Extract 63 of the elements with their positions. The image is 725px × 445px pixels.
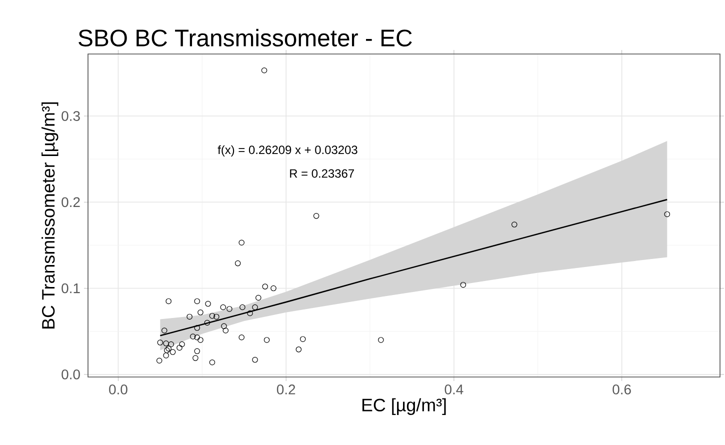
line-series	[160, 198, 668, 336]
point	[157, 340, 164, 346]
point	[198, 310, 204, 316]
point	[252, 304, 258, 310]
point	[220, 304, 226, 310]
point	[238, 334, 244, 340]
y-tick-label: 0.1	[62, 283, 80, 294]
point	[179, 341, 185, 348]
point	[194, 348, 200, 354]
x-tick-label: 0.6	[612, 384, 631, 394]
chart-title: SBO BC Transmissometer - EC	[78, 28, 412, 46]
point	[664, 211, 670, 218]
point	[163, 340, 169, 346]
point	[226, 306, 232, 312]
point	[156, 358, 162, 364]
point	[209, 359, 216, 366]
point	[209, 312, 216, 319]
point	[190, 334, 196, 340]
point	[214, 314, 220, 320]
point	[176, 344, 182, 351]
x-axis-title: EC [µg/m³]	[362, 398, 446, 415]
y-axis-title: BC Transmissometer [µg/m³]	[42, 102, 58, 328]
point	[164, 347, 170, 354]
x-tick-label: 0.2	[276, 384, 296, 394]
point	[296, 346, 302, 352]
annotation: R = 0.23367	[290, 169, 354, 178]
point	[234, 260, 241, 266]
point	[166, 298, 172, 304]
point	[238, 240, 244, 246]
point	[204, 320, 210, 326]
point	[163, 352, 169, 358]
annotation: f(x) = 0.26209 x + 0.03203	[218, 145, 358, 156]
point	[198, 337, 204, 343]
point	[221, 323, 227, 330]
point	[261, 67, 268, 74]
point	[240, 304, 246, 310]
point	[270, 285, 276, 292]
point	[247, 310, 253, 316]
point	[194, 334, 200, 340]
point	[255, 294, 262, 301]
x-tick-label: 0.4	[444, 384, 464, 394]
y-tick-label: 0.3	[62, 111, 80, 121]
point	[168, 341, 174, 348]
x-tick-label: 0.0	[109, 384, 128, 394]
point	[205, 300, 211, 307]
point	[460, 282, 466, 288]
point	[161, 328, 168, 334]
point	[264, 337, 270, 343]
point	[194, 298, 200, 304]
point	[252, 356, 258, 363]
point	[313, 213, 320, 219]
point	[300, 336, 306, 342]
point	[222, 328, 229, 334]
point	[378, 337, 384, 343]
point	[511, 222, 518, 228]
y-tick-label: 0.2	[62, 197, 80, 208]
point	[186, 314, 192, 320]
point	[262, 284, 268, 290]
point	[166, 346, 172, 352]
point	[192, 355, 198, 361]
y-tick-label: 0.0	[62, 369, 80, 380]
point	[194, 325, 200, 331]
point	[170, 349, 176, 355]
